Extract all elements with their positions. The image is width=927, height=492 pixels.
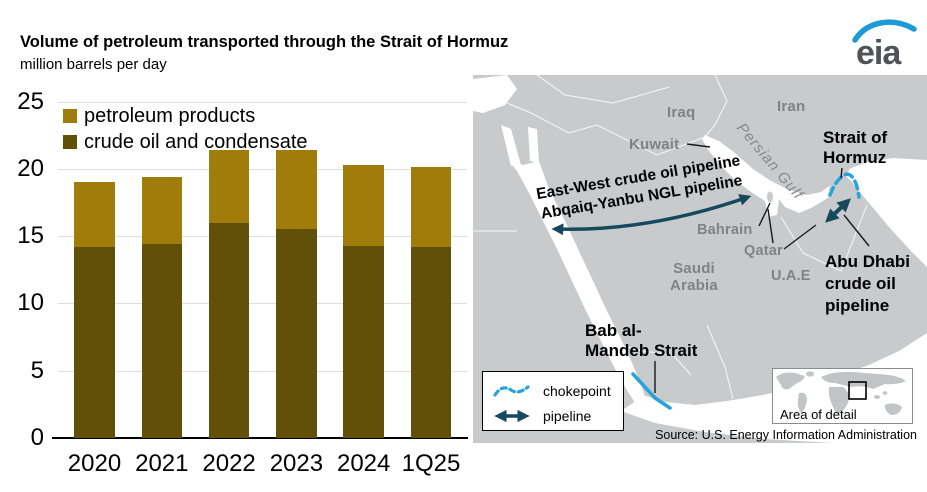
label-kuwait: Kuwait xyxy=(629,136,680,153)
gridline xyxy=(58,101,467,103)
label-bahrain: Bahrain xyxy=(697,222,753,238)
eia-logo-text: eia xyxy=(856,34,902,72)
map-legend: chokepoint pipeline xyxy=(482,371,624,431)
gridline xyxy=(58,303,467,305)
x-label-2023: 2023 xyxy=(269,450,324,477)
y-tick-label: 5 xyxy=(30,356,44,384)
y-tick-label: 25 xyxy=(17,87,44,115)
map-legend-pipeline: pipeline xyxy=(491,403,623,428)
bar-2023-crude xyxy=(276,229,317,438)
label-abu-dhabi-pipeline: Abu Dhabi crude oil pipeline xyxy=(825,252,910,315)
bahrain-island xyxy=(767,191,773,203)
map-legend-chokepoint: chokepoint xyxy=(491,378,623,403)
gridline xyxy=(58,236,467,238)
strait-pointer-line xyxy=(840,167,843,179)
label-iran: Iran xyxy=(777,98,806,115)
x-label-2020: 2020 xyxy=(67,450,122,477)
border-line xyxy=(840,204,868,272)
bar-2024-products xyxy=(343,164,384,246)
x-label-2024: 2024 xyxy=(336,450,391,477)
bar-2020-products xyxy=(74,182,115,247)
sea-persian-gulf xyxy=(702,135,855,217)
bar-2023-products xyxy=(276,149,317,230)
border-line xyxy=(530,112,598,134)
musandam-peninsula xyxy=(829,173,853,202)
legend-swatch-icon xyxy=(63,135,77,149)
y-tick-label: 10 xyxy=(17,289,44,317)
border-line xyxy=(536,75,670,104)
border-line xyxy=(600,340,692,376)
label-iraq: Iraq xyxy=(667,104,696,121)
bar-2022-products xyxy=(208,149,250,223)
hormuz-chokepoint-dashes xyxy=(828,172,861,199)
chokepoint-label: chokepoint xyxy=(543,382,611,399)
chart-legend-item-0: petroleum products xyxy=(63,106,255,126)
chart-legend-item-1: crude oil and condensate xyxy=(63,132,308,152)
sea-mediterranean xyxy=(473,75,517,113)
label-uae: U.A.E xyxy=(771,268,811,284)
area-of-detail-box xyxy=(848,381,867,400)
label-qatar: Qatar xyxy=(744,243,783,259)
x-axis-line xyxy=(52,437,468,439)
y-tick-label: 15 xyxy=(17,222,44,250)
border-line xyxy=(596,124,706,156)
kuwait-pointer-line xyxy=(686,143,711,148)
bar-2020-crude xyxy=(74,246,115,438)
legend-label: crude oil and condensate xyxy=(84,131,308,153)
page-title: Volume of petroleum transported through … xyxy=(20,33,509,51)
map: Iraq Iran Kuwait Persian Gulf Bahrain Qa… xyxy=(473,75,927,443)
sea-red-sea xyxy=(509,161,645,406)
legend-swatch-icon xyxy=(63,109,77,123)
x-label-2022: 2022 xyxy=(202,450,256,477)
sea-gulf-of-suez xyxy=(501,125,521,166)
east-west-pipeline-arrow xyxy=(551,194,752,236)
area-of-detail-inset: Area of detail xyxy=(772,368,913,424)
bar-1Q25-crude xyxy=(410,246,452,438)
abu-dhabi-pipeline-arrow xyxy=(825,198,851,223)
abu-dhabi-pointer-line-left xyxy=(783,224,817,250)
bar-2021-crude xyxy=(141,244,183,438)
border-line xyxy=(706,324,734,400)
qatar-pointer-line xyxy=(767,208,774,244)
sea-gulf-of-oman xyxy=(849,158,927,267)
label-saudi-arabia: Saudi Arabia xyxy=(670,260,718,294)
bab-al-mandeb-chokepoint-line xyxy=(631,372,672,410)
eia-logo: eia xyxy=(843,16,923,72)
source-attribution: Source: U.S. Energy Information Administ… xyxy=(655,428,917,442)
bar-2021-products xyxy=(141,176,183,245)
gridline xyxy=(58,168,467,170)
legend-label: petroleum products xyxy=(84,105,256,127)
sea-gulf-of-aqaba xyxy=(528,127,539,163)
x-label-2021: 2021 xyxy=(135,450,189,477)
pipeline-label: pipeline xyxy=(543,407,592,424)
label-strait-of-hormuz: Strait of Hormuz xyxy=(823,128,888,167)
area-of-detail-label: Area of detail xyxy=(780,407,857,422)
border-line xyxy=(704,75,728,138)
x-label-1Q25: 1Q25 xyxy=(401,450,461,477)
border-line xyxy=(506,102,532,114)
bar-1Q25-products xyxy=(410,167,452,247)
y-tick-label: 0 xyxy=(30,424,44,451)
bar-2024-crude xyxy=(343,245,384,438)
gridline xyxy=(58,370,467,372)
pipeline-symbol-icon xyxy=(494,409,530,422)
abu-dhabi-pointer-line-right xyxy=(843,214,870,247)
page-subtitle: million barrels per day xyxy=(20,56,167,73)
bar-2022-crude xyxy=(208,222,250,438)
world-map-silhouette xyxy=(776,371,906,415)
bahrain-pointer-line xyxy=(758,202,771,227)
chokepoint-symbol-icon xyxy=(493,384,530,397)
border-line xyxy=(780,216,842,272)
label-bab-al-mandeb: Bab al- Mandeb Strait xyxy=(585,321,698,360)
eia-logo-swoosh xyxy=(852,19,917,43)
y-tick-label: 20 xyxy=(17,154,44,182)
